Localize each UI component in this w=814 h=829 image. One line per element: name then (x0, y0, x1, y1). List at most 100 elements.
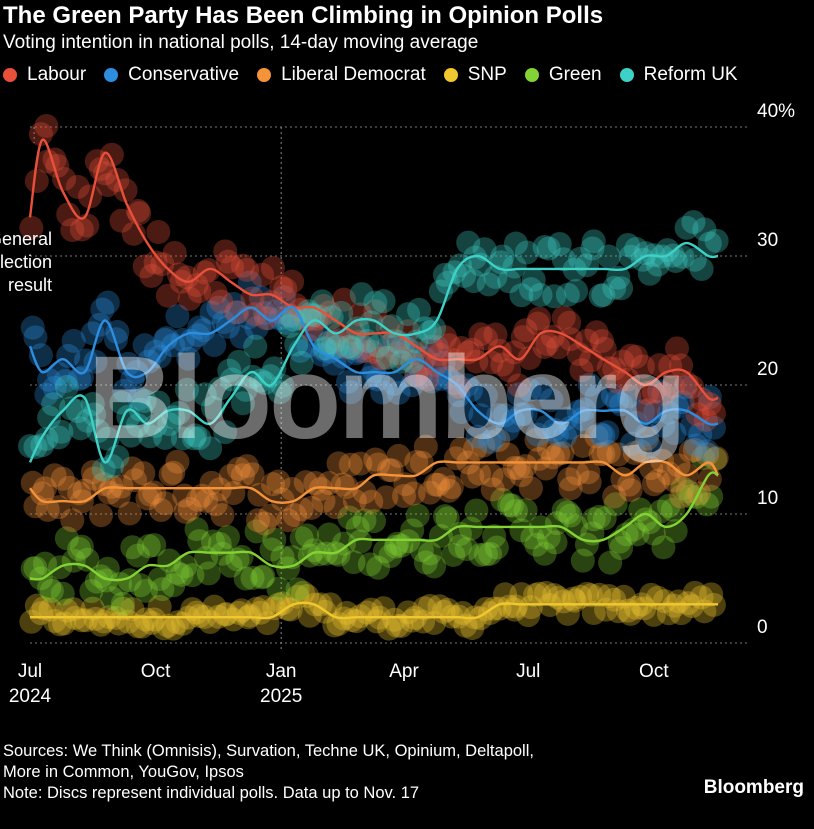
poll-disc-labour (288, 297, 313, 322)
poll-disc-snp (214, 601, 239, 626)
x-tick-sublabel-0: 2024 (9, 686, 52, 707)
poll-disc-liberal-democrat (678, 439, 703, 464)
poll-disc-labour (574, 328, 599, 353)
poll-disc-snp (389, 613, 414, 638)
poll-disc-reform-uk (243, 334, 268, 359)
poll-disc-green (499, 493, 524, 518)
poll-disc-green (621, 517, 646, 542)
x-tick-label-0: Jul (18, 661, 42, 682)
poll-disc-snp (221, 607, 246, 632)
poll-disc-labour (162, 240, 187, 265)
x-tick-sublabel-2: 2025 (260, 686, 302, 707)
poll-disc-liberal-democrat (576, 460, 601, 485)
poll-disc-labour (269, 275, 294, 300)
poll-disc-liberal-democrat (20, 470, 45, 495)
poll-disc-liberal-democrat (91, 472, 116, 497)
poll-disc-snp (568, 584, 593, 609)
x-tick-label-2: Jan (266, 661, 297, 682)
annotation-line-0: General (0, 229, 52, 249)
series-line-labour (28, 138, 719, 401)
poll-disc-liberal-democrat (260, 472, 285, 497)
x-tick-label-3: Apr (389, 661, 419, 682)
poll-disc-labour (146, 219, 171, 244)
poll-disc-reform-uk (375, 345, 400, 370)
poll-disc-green (614, 522, 639, 547)
chart-note: Note: Discs represent individual polls. … (3, 784, 420, 802)
poll-disc-liberal-democrat (82, 466, 107, 491)
poll-disc-liberal-democrat (645, 468, 670, 493)
legend-label-reform-uk: Reform UK (643, 64, 738, 85)
poll-disc-snp (69, 608, 94, 633)
poll-disc-labour (517, 346, 542, 371)
poll-disc-green (79, 579, 104, 604)
poll-disc-labour (392, 346, 417, 371)
poll-disc-green (509, 518, 534, 543)
poll-disc-snp (377, 616, 402, 641)
poll-disc-labour (693, 407, 718, 432)
poll-disc-liberal-democrat (131, 461, 156, 486)
poll-disc-reform-uk (456, 230, 481, 255)
poll-disc-labour (215, 249, 240, 274)
poll-disc-green (233, 566, 258, 591)
poll-disc-labour (346, 329, 371, 354)
poll-disc-labour (618, 343, 643, 368)
poll-disc-conservative (643, 399, 668, 424)
poll-disc-liberal-democrat (460, 464, 485, 489)
poll-disc-reform-uk (366, 333, 391, 358)
poll-disc-labour (437, 333, 462, 358)
poll-disc-labour (34, 113, 59, 138)
poll-disc-liberal-democrat (606, 442, 631, 467)
poll-disc-labour (280, 269, 305, 294)
poll-disc-snp (202, 594, 227, 619)
poll-disc-reform-uk (407, 297, 432, 322)
poll-disc-green (244, 519, 269, 544)
poll-disc-green (99, 586, 124, 611)
poll-disc-green (417, 541, 442, 566)
poll-disc-reform-uk (181, 426, 206, 451)
poll-disc-snp (251, 595, 276, 620)
poll-disc-labour (473, 326, 498, 351)
poll-disc-conservative (61, 328, 86, 353)
poll-disc-snp (226, 600, 251, 625)
poll-disc-liberal-democrat (695, 442, 720, 467)
poll-disc-liberal-democrat (35, 497, 60, 522)
poll-disc-snp (291, 580, 316, 605)
poll-disc-snp (497, 594, 522, 619)
poll-disc-snp (73, 608, 98, 633)
poll-disc-liberal-democrat (266, 469, 291, 494)
series-line-green (29, 471, 719, 582)
poll-disc-liberal-democrat (386, 443, 411, 468)
poll-disc-labour (368, 346, 393, 371)
y-tick-label-30: 30 (757, 230, 778, 251)
poll-disc-reform-uk (637, 261, 662, 286)
poll-disc-green (625, 522, 650, 547)
poll-disc-snp (297, 603, 322, 628)
poll-disc-reform-uk (536, 236, 561, 261)
poll-disc-labour (596, 356, 621, 381)
poll-disc-green (251, 564, 276, 589)
poll-disc-reform-uk (289, 350, 314, 375)
poll-disc-conservative (46, 361, 71, 386)
poll-disc-reform-uk (606, 265, 631, 290)
poll-disc-conservative (153, 327, 178, 352)
poll-disc-labour (203, 280, 228, 305)
poll-disc-green (413, 550, 438, 575)
poll-disc-conservative (325, 328, 350, 353)
poll-disc-conservative (112, 378, 137, 403)
y-tick-label-10: 10 (757, 488, 778, 509)
poll-disc-conservative (449, 400, 474, 425)
poll-disc-snp (359, 597, 384, 622)
poll-disc-reform-uk (490, 244, 515, 269)
poll-disc-snp (680, 594, 705, 619)
poll-disc-reform-uk (463, 245, 488, 270)
poll-disc-snp (31, 596, 56, 621)
legend-item-liberal-democrat: Liberal Democrat (257, 64, 426, 86)
poll-disc-green (675, 479, 700, 504)
poll-disc-reform-uk (119, 423, 144, 448)
poll-disc-green (587, 504, 612, 529)
poll-disc-conservative (400, 373, 425, 398)
poll-disc-liberal-democrat (443, 446, 468, 471)
poll-disc-snp (551, 589, 576, 614)
poll-disc-snp (581, 601, 606, 626)
poll-disc-conservative (206, 295, 231, 320)
